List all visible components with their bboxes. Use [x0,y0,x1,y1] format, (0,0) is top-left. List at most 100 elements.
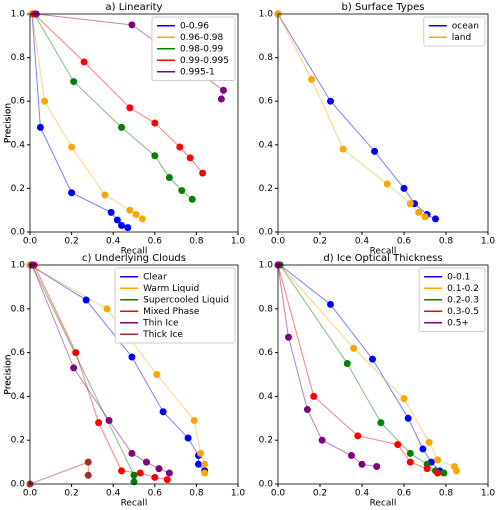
point [105,416,113,424]
point [151,119,159,127]
x-tick-label: 0.4 [106,489,121,499]
point [124,224,132,232]
point [128,449,136,457]
point [118,467,126,475]
point [217,95,225,103]
point [371,147,379,155]
legend-label: 0.98-0.99 [180,44,224,54]
point [440,469,448,477]
x-tick-label: 0.8 [189,489,204,499]
legend-label: 0-0.1 [447,272,470,282]
subplot-title: d) Ice Optical Thickness [323,253,442,264]
y-tick-label: 0.0 [11,480,26,490]
point [84,458,92,466]
point [159,408,167,416]
x-tick-label: 0.6 [397,489,412,499]
point [188,195,196,203]
legend-label: Mixed Phase [143,307,200,317]
y-tick-label: 1.0 [11,10,26,20]
point [425,438,433,446]
legend-label: 0.2-0.3 [447,295,479,305]
point [176,143,184,151]
point [415,208,423,216]
subplot-title: b) Surface Types [342,2,425,13]
point [165,174,173,181]
point [394,441,402,449]
point [128,21,136,29]
point [95,419,103,427]
x-tick-label: 0.6 [148,237,163,247]
x-tick-label: 1.0 [481,237,496,247]
point [194,460,202,468]
point [138,215,146,223]
point [354,432,362,440]
point [369,355,376,363]
point [101,191,109,199]
point [327,97,334,105]
y-tick-label: 0.8 [11,53,26,63]
subplot-title: c) Underlying Clouds [82,253,186,264]
series-line [31,13,143,220]
x-tick-label: 0.8 [439,237,454,247]
y-tick-label: 0.2 [259,436,273,446]
y-axis-label: Precision [4,103,14,143]
subplot: a) Linearity Recall Precision 0.0 0.2 0.4 0.6 0… [4,2,246,257]
point [285,333,292,341]
x-axis-label: Recall [370,499,397,507]
y-tick-label: 0.2 [11,436,25,446]
point [358,460,366,468]
x-axis-label: Recall [121,247,148,257]
point [423,465,431,473]
point [421,213,429,221]
y-tick-label: 0.8 [259,53,274,63]
legend-label: 0.995-1 [180,67,215,77]
point [400,395,408,403]
legend-label: Thick Ice [142,330,183,340]
point [163,476,171,484]
point [343,360,351,368]
point [113,216,121,224]
y-tick-label: 0.2 [259,184,273,194]
point [68,189,76,197]
point [201,460,209,468]
point [419,445,427,453]
plot [26,261,209,488]
point [151,152,159,160]
x-tick-label: 1.0 [231,237,246,247]
point [142,458,150,466]
y-tick-label: 0.6 [11,97,26,107]
x-tick-label: 0.6 [397,237,412,247]
point [318,436,326,444]
legend: ocean land [423,16,486,47]
axes-frame [277,13,489,233]
point [404,414,412,422]
legend-box [114,267,236,344]
legend-box [151,16,236,81]
legend-label: ocean [452,21,479,31]
legend: 0-0.96 0.96-0.980.98-0.99 0.99-0.9950.995-… [151,16,236,81]
point [72,349,80,357]
legend-label: Clear [143,272,167,282]
axes-frame [29,264,239,485]
y-tick-label: 0.4 [11,392,26,402]
legend-box [418,267,486,332]
point [118,123,126,131]
y-tick-label: 0.6 [259,348,274,358]
point [126,206,134,214]
legend-label: 0.99-0.995 [180,56,229,66]
point [303,406,311,414]
series-line [277,13,436,220]
point [130,478,138,486]
legend-label: 0-0.96 [180,21,209,31]
point [310,392,318,400]
point [118,221,126,229]
x-axis-label: Recall [121,499,148,507]
y-tick-label: 1.0 [259,10,274,20]
point [383,180,391,188]
x-tick-label: 0.8 [189,237,204,247]
legend-label: 0.96-0.98 [180,33,224,43]
y-axis-label: Precision [4,354,14,394]
point [41,97,49,105]
point [103,305,111,313]
